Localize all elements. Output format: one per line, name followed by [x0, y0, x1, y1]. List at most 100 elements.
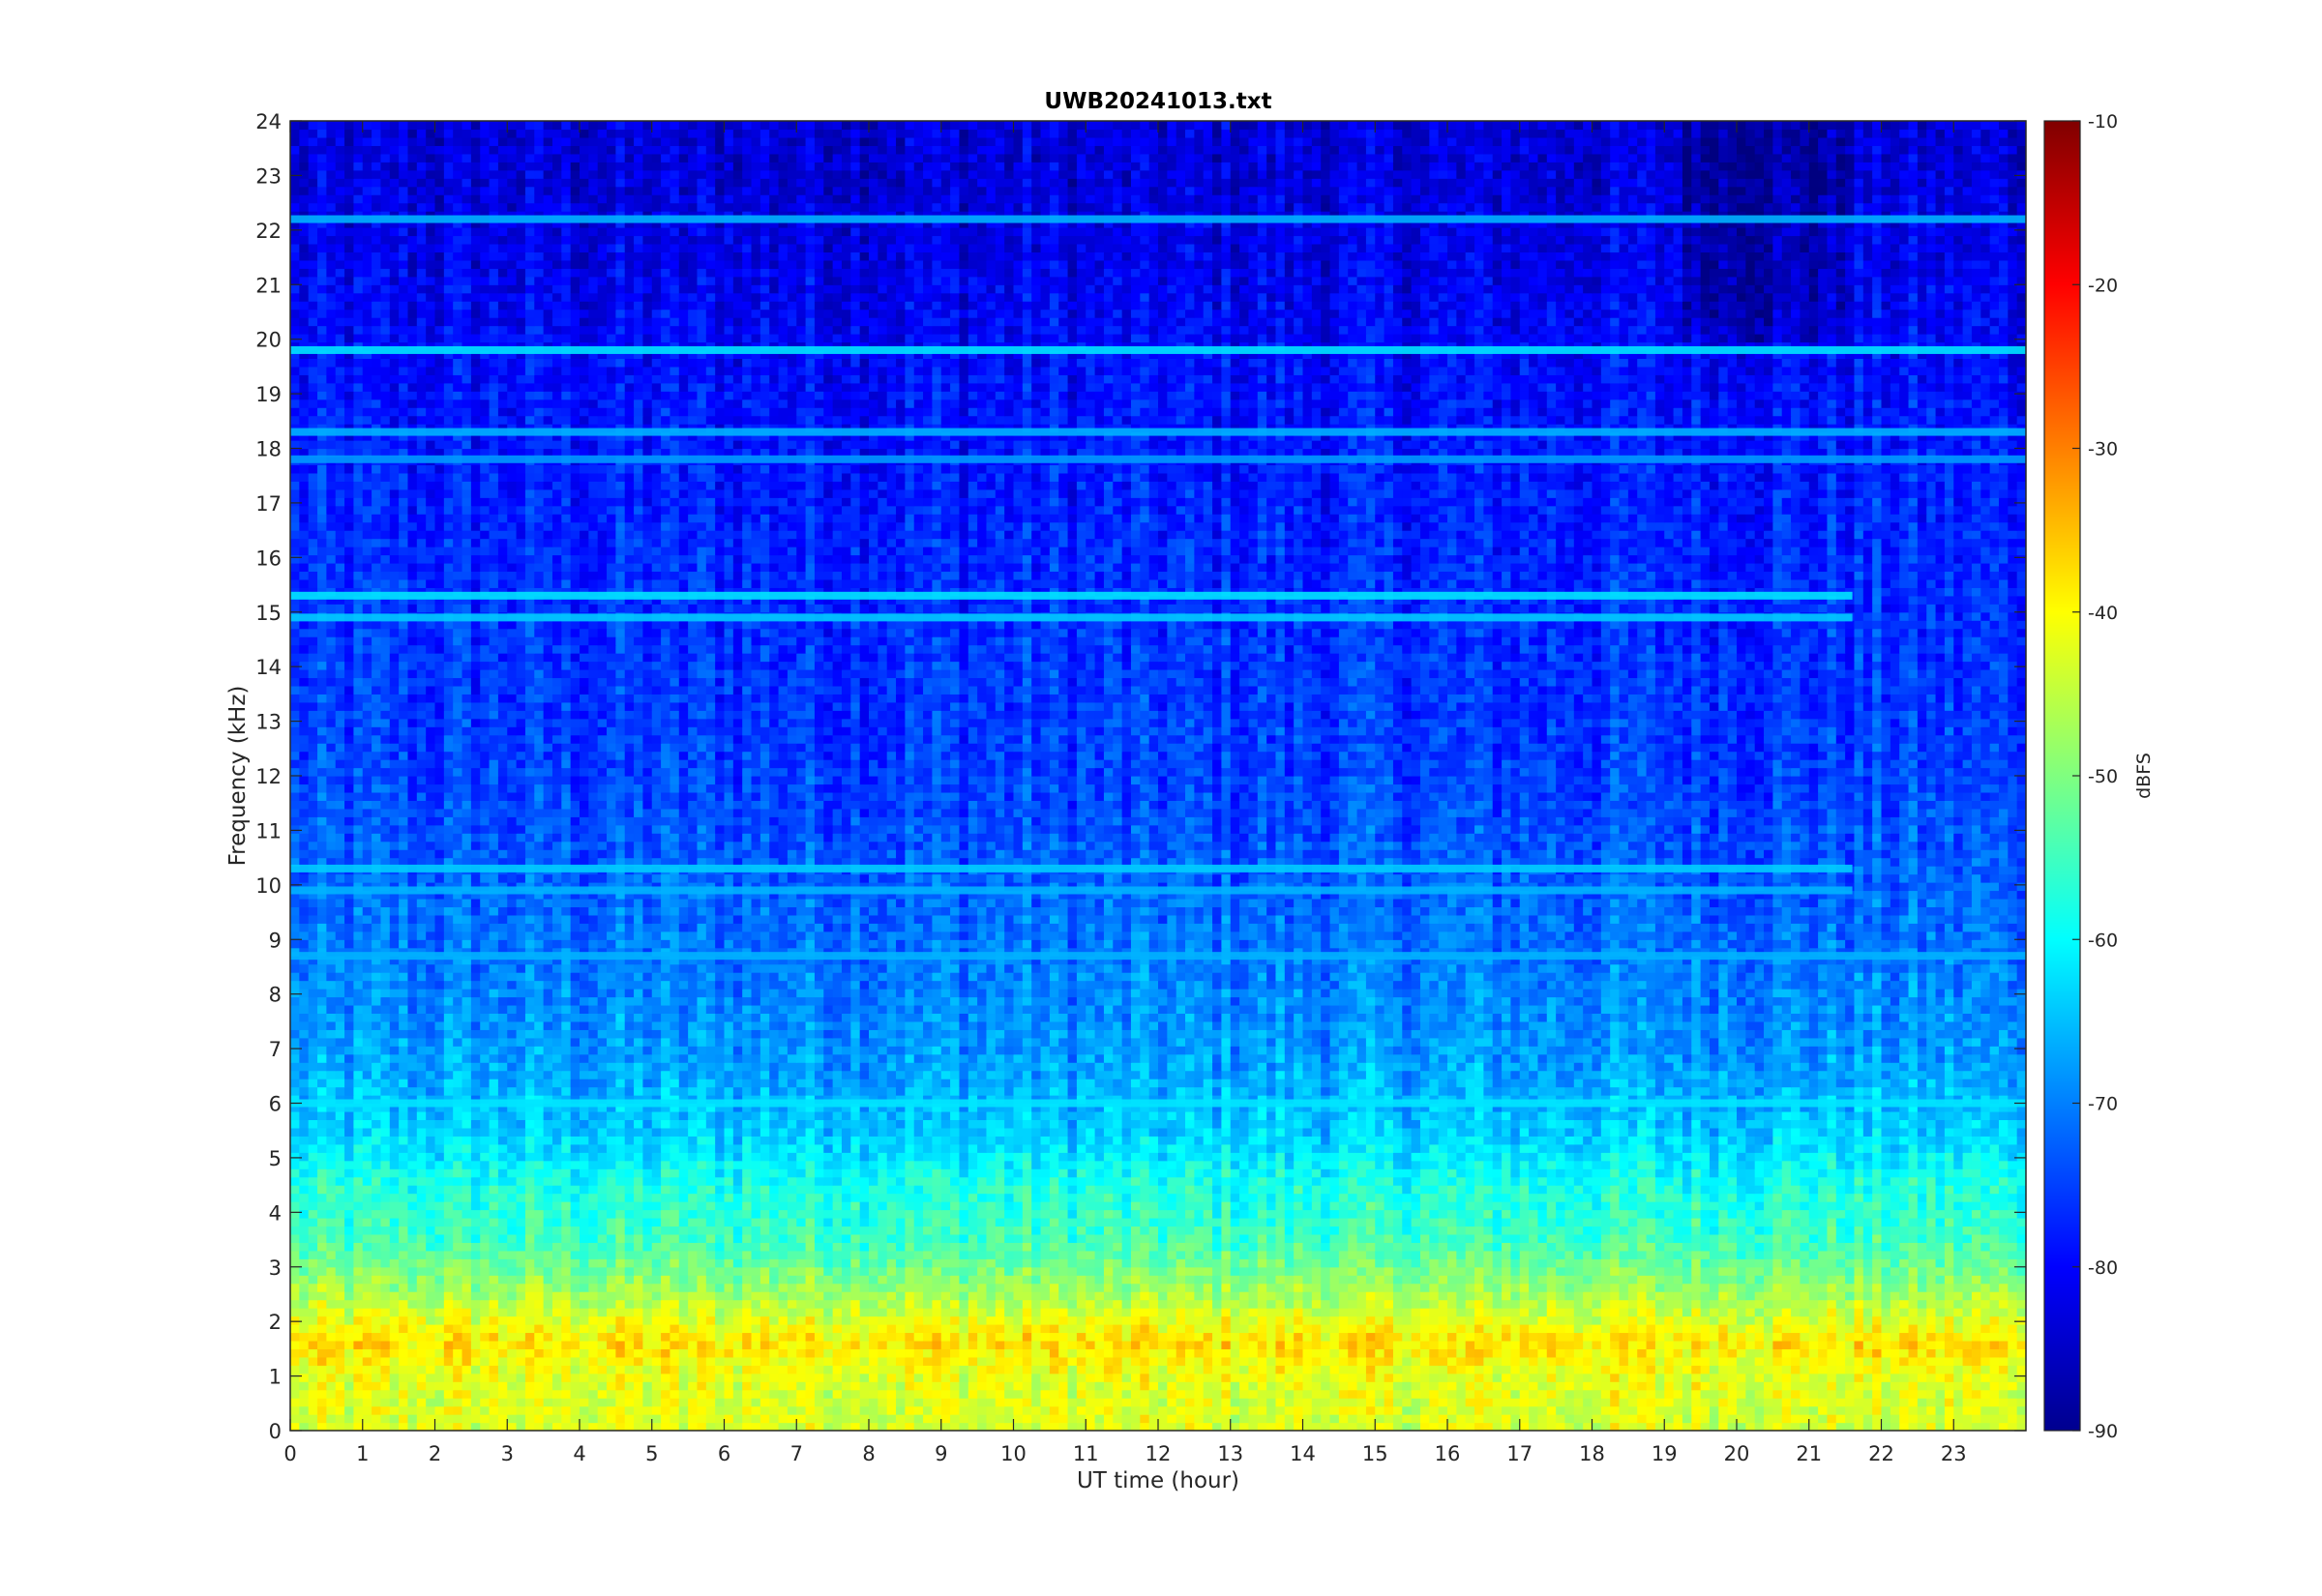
heatmap-cell: [661, 1233, 671, 1243]
heatmap-cell: [1356, 1389, 1367, 1399]
heatmap-cell: [534, 1332, 545, 1342]
heatmap-cell: [678, 1308, 689, 1317]
heatmap-cell: [1619, 1299, 1629, 1309]
heatmap-cell: [1375, 1283, 1385, 1292]
heatmap-cell: [1862, 1242, 1873, 1252]
heatmap-cell: [1311, 1315, 1322, 1325]
heatmap-cell: [832, 1266, 843, 1276]
heatmap-cell: [1935, 1422, 1946, 1431]
heatmap-cell: [1592, 1398, 1602, 1407]
heatmap-cell: [597, 1217, 608, 1227]
heatmap-cell: [1556, 1275, 1566, 1285]
heatmap-cell: [1049, 1299, 1059, 1309]
heatmap-cell: [759, 1381, 770, 1391]
heatmap-cell: [434, 1266, 445, 1276]
heatmap-cell: [986, 1250, 997, 1259]
heatmap-cell: [561, 1373, 572, 1382]
heatmap-cell: [805, 1332, 816, 1342]
heatmap-cell: [1411, 1323, 1421, 1334]
heatmap-cell: [1058, 1266, 1069, 1276]
heatmap-cell: [1754, 1308, 1765, 1317]
heatmap-cell: [715, 1226, 726, 1235]
heatmap-cell: [290, 1348, 300, 1358]
heatmap-cell: [1971, 1266, 1981, 1276]
heatmap-cell: [1375, 1323, 1385, 1334]
heatmap-cell: [896, 1291, 906, 1301]
heatmap-cell: [670, 1233, 680, 1243]
heatmap-cell: [896, 1299, 906, 1309]
heatmap-cell: [751, 1233, 761, 1243]
heatmap-cell: [1691, 1398, 1702, 1407]
heatmap-cell: [1356, 1365, 1367, 1374]
heatmap-cell: [1627, 1308, 1638, 1317]
heatmap-cell: [1862, 1226, 1873, 1235]
heatmap-cell: [1502, 1226, 1511, 1235]
heatmap-cell: [407, 1283, 418, 1292]
heatmap-cell: [1348, 1422, 1358, 1431]
heatmap-cell: [850, 1283, 861, 1292]
heatmap-cell: [823, 1233, 834, 1243]
heatmap-cell: [1067, 1323, 1078, 1334]
heatmap-cell: [1835, 1226, 1846, 1235]
heatmap-cell: [1754, 1356, 1765, 1366]
heatmap-cell: [1800, 1422, 1810, 1431]
heatmap-cell: [1890, 1348, 1900, 1358]
heatmap-cell: [299, 1308, 310, 1317]
heatmap-cell: [715, 1365, 726, 1374]
heatmap-cell: [290, 1250, 300, 1259]
heatmap-cell: [1185, 1373, 1195, 1382]
heatmap-cell: [561, 1308, 572, 1317]
heatmap-cell: [317, 1299, 327, 1309]
heatmap-cell: [697, 1332, 707, 1342]
heatmap-cell: [1592, 1217, 1602, 1227]
heatmap-cell: [299, 1373, 310, 1382]
heatmap-cell: [1673, 1275, 1683, 1285]
heatmap-cell: [1113, 1323, 1123, 1334]
heatmap-cell: [1348, 1226, 1358, 1235]
heatmap-cell: [1926, 1266, 1937, 1276]
heatmap-cell: [1980, 1315, 1991, 1325]
heatmap-cell: [524, 1217, 535, 1227]
heatmap-cell: [326, 1356, 337, 1366]
heatmap-cell: [1375, 1389, 1385, 1399]
heatmap-cell: [1492, 1332, 1503, 1342]
heatmap-cell: [732, 1315, 743, 1325]
heatmap-cell: [1356, 1422, 1367, 1431]
heatmap-cell: [470, 1389, 481, 1399]
heatmap-cell: [1818, 1340, 1829, 1349]
heatmap-cell: [688, 1275, 699, 1285]
heatmap-cell: [968, 1365, 978, 1374]
heatmap-cell: [1772, 1356, 1783, 1366]
heatmap-cell: [1103, 1275, 1114, 1285]
heatmap-cell: [1764, 1275, 1773, 1285]
heatmap-cell: [1800, 1389, 1810, 1399]
heatmap-cell: [426, 1340, 436, 1349]
heatmap-cell: [1031, 1422, 1042, 1431]
heatmap-cell: [362, 1381, 372, 1391]
heatmap-cell: [580, 1308, 589, 1317]
heatmap-cell: [372, 1233, 382, 1243]
heatmap-cell: [678, 1422, 689, 1431]
heatmap-cell: [715, 1315, 726, 1325]
heatmap-cell: [1203, 1258, 1213, 1268]
heatmap-cell: [1502, 1266, 1511, 1276]
heatmap-cell: [1294, 1266, 1304, 1276]
heatmap-cell: [1808, 1291, 1819, 1301]
heatmap-cell: [2008, 1398, 2018, 1407]
heatmap-cell: [1284, 1242, 1295, 1252]
heatmap-cell: [2008, 1323, 2018, 1334]
heatmap-cell: [1185, 1315, 1195, 1325]
heatmap-cell: [778, 1405, 789, 1415]
heatmap-cell: [516, 1233, 526, 1243]
heatmap-cell: [950, 1373, 961, 1382]
heatmap-cell: [1392, 1405, 1403, 1415]
heatmap-cell: [1971, 1217, 1981, 1227]
heatmap-cell: [661, 1323, 671, 1334]
heatmap-cell: [1737, 1226, 1746, 1235]
heatmap-cell: [1800, 1414, 1810, 1424]
heatmap-cell: [1338, 1217, 1349, 1227]
heatmap-cell: [1275, 1373, 1286, 1382]
heatmap-cell: [678, 1389, 689, 1399]
heatmap-cell: [1727, 1291, 1738, 1301]
heatmap-cell: [1546, 1348, 1557, 1358]
